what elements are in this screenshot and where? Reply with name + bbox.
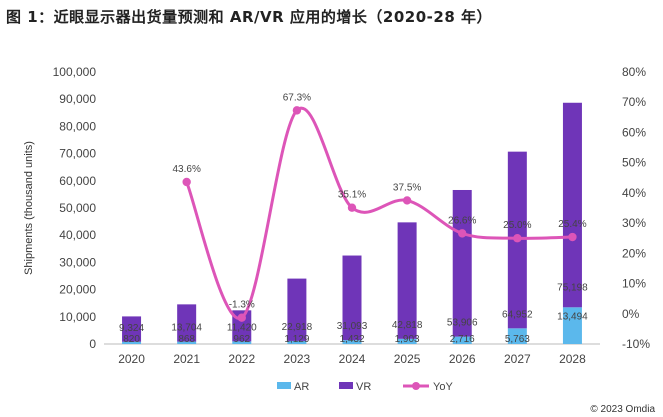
y-tick-label: 90,000 — [59, 92, 96, 106]
vr-value-label: 11,420 — [227, 322, 257, 333]
legend-vr-label: VR — [356, 381, 371, 393]
x-tick-label: 2027 — [504, 352, 531, 366]
legend-vr-swatch — [339, 382, 353, 389]
yoy-value-label: 25.0% — [503, 220, 531, 231]
yoy-value-label: -1.3% — [229, 300, 255, 311]
bar-ar — [562, 307, 582, 344]
yoy-point — [458, 229, 467, 238]
y-tick-label: 10,000 — [59, 310, 96, 324]
bar-vr — [562, 102, 582, 308]
yoy-point — [182, 177, 191, 187]
x-tick-label: 2024 — [339, 352, 366, 366]
bar-ar — [232, 341, 252, 344]
y2-tick-label: 60% — [622, 125, 646, 139]
y2-tick-label: 80% — [622, 65, 646, 79]
x-tick-label: 2021 — [173, 352, 200, 366]
bar-ar — [287, 340, 307, 344]
bar-vr — [342, 255, 362, 341]
ar-value-label: 13,494 — [557, 311, 588, 322]
y-tick-label: 30,000 — [59, 255, 96, 269]
vr-value-label: 9,324 — [119, 323, 144, 334]
y-tick-label: 50,000 — [59, 201, 96, 215]
x-tick-label: 2023 — [284, 352, 311, 366]
bar-vr — [122, 316, 142, 342]
legend: AR VR YoY — [277, 381, 453, 393]
yoy-point — [292, 106, 302, 115]
yoy-line — [182, 106, 577, 322]
y2-tick-label: 0% — [622, 307, 640, 321]
chart-title: 图 1：近眼显示器出货量预测和 AR/VR 应用的增长（2020-28 年） — [6, 8, 492, 26]
y-axis-title: Shipments (thousand units) — [23, 141, 35, 275]
yoy-value-label: 35.1% — [338, 190, 366, 201]
yoy-point — [347, 203, 357, 212]
axes: 0 10,000 20,000 30,000 40,000 50,000 60,000 70,… — [23, 65, 650, 366]
legend-ar-swatch — [277, 382, 291, 389]
yoy-value-label: 25.4% — [558, 219, 586, 230]
x-tick-label: 2028 — [559, 352, 586, 366]
vr-value-label: 75,198 — [557, 282, 588, 293]
yoy-value-label: 43.6% — [172, 164, 200, 175]
y-tick-label: 70,000 — [59, 147, 96, 161]
y-tick-label: 40,000 — [59, 228, 96, 242]
y-tick-label: 80,000 — [59, 119, 96, 133]
y2-tick-label: 40% — [622, 186, 646, 200]
y-tick-label: 0 — [89, 337, 96, 351]
bar-vr — [452, 189, 472, 337]
x-tick-label: 2022 — [228, 352, 255, 366]
y2-tick-label: 50% — [622, 156, 646, 170]
y2-tick-label: 30% — [622, 216, 646, 230]
vr-value-label: 42,818 — [392, 320, 423, 331]
bar-vr — [397, 222, 417, 339]
bar-ar — [177, 341, 197, 344]
ar-value-label: 1,129 — [284, 334, 309, 345]
legend-yoy-label: YoY — [433, 381, 453, 393]
yoy-value-label: 26.6% — [448, 215, 476, 226]
bar-ar — [122, 341, 142, 344]
yoy-point — [237, 313, 246, 322]
y2-tick-label: 70% — [622, 95, 646, 109]
vr-value-label: 22,918 — [282, 322, 313, 333]
ar-value-label: 1,432 — [339, 334, 364, 345]
x-tick-label: 2026 — [449, 352, 476, 366]
y2-tick-label: -10% — [622, 337, 650, 351]
ar-value-label: 868 — [178, 334, 195, 345]
yoy-point — [513, 234, 522, 243]
ar-value-label: 820 — [123, 334, 140, 345]
y2-tick-label: 10% — [622, 277, 646, 291]
bar-ar — [342, 340, 362, 344]
y2-tick-label: 20% — [622, 246, 646, 260]
bar-ar — [397, 338, 417, 344]
x-tick-label: 2020 — [118, 352, 145, 366]
bar-vr — [177, 304, 197, 342]
y-tick-label: 60,000 — [59, 174, 96, 188]
bar-vr — [287, 278, 307, 341]
bar-ar — [452, 336, 472, 344]
ar-value-label: 1,903 — [395, 334, 420, 345]
vr-value-label: 31,093 — [337, 321, 368, 332]
legend-ar-label: AR — [294, 381, 309, 393]
copyright: © 2023 Omdia — [590, 404, 655, 415]
legend-yoy-marker — [412, 382, 420, 390]
vr-value-label: 13,704 — [171, 323, 202, 334]
bar-ar — [507, 328, 527, 344]
x-tick-label: 2025 — [394, 352, 421, 366]
y-tick-label: 100,000 — [53, 65, 97, 79]
vr-value-label: 64,952 — [502, 309, 533, 320]
y-tick-label: 20,000 — [59, 283, 96, 297]
yoy-point — [568, 232, 577, 242]
yoy-point — [402, 196, 412, 205]
yoy-value-label: 37.5% — [393, 182, 421, 193]
ar-value-label: 2,716 — [450, 334, 475, 345]
yoy-value-label: 67.3% — [283, 92, 311, 103]
ar-value-label: 5,763 — [505, 334, 530, 345]
ar-value-label: 962 — [233, 334, 250, 345]
vr-value-label: 53,906 — [447, 318, 478, 329]
